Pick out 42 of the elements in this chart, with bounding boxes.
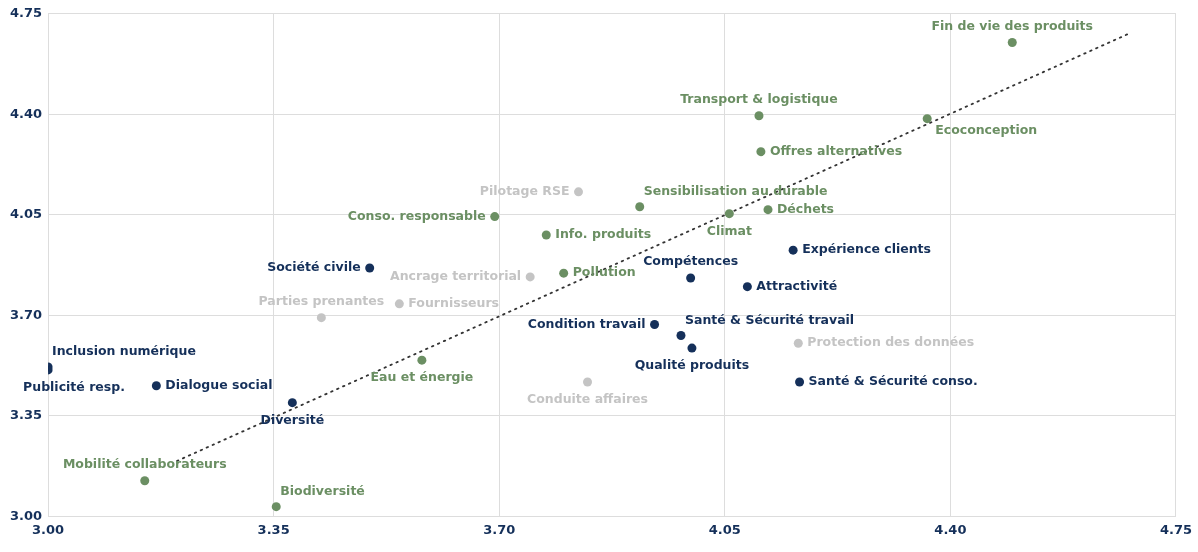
annotation: Déchets (776, 200, 835, 216)
annotation: Mobilité collaborateurs (62, 456, 227, 472)
annotation: Pilotage RSE (479, 183, 570, 199)
y-tick-label: 3.00 (10, 507, 43, 523)
x-tick-label: 4.75 (1159, 521, 1192, 537)
annotation: Compétences (643, 253, 739, 269)
annotation: Transport & logistique (680, 91, 838, 107)
y-tick-label: 3.70 (10, 306, 43, 322)
y-tick-label: 3.35 (10, 407, 43, 423)
annotation: Dialogue social (165, 376, 273, 392)
annotation: Qualité produits (634, 357, 750, 373)
x-tick-label: 3.00 (32, 521, 65, 537)
annotation: Protection des données (807, 334, 975, 350)
annotation: Santé & Sécurité conso. (808, 373, 978, 389)
y-tick-label: 4.05 (10, 206, 43, 222)
x-tick-label: 3.70 (483, 521, 516, 537)
annotation: Info. produits (555, 226, 652, 242)
x-tick-label: 4.40 (934, 521, 967, 537)
annotation: Condition travail (527, 315, 646, 331)
annotation: Conduite affaires (527, 391, 649, 407)
annotation: Expérience clients (802, 241, 931, 257)
x-tick-label: 3.35 (257, 521, 290, 537)
annotation: Diversité (260, 411, 325, 427)
annotation: Pollution (572, 264, 636, 280)
annotation: Publicité resp. (23, 379, 125, 395)
annotation: Sensibilisation au durable (643, 183, 828, 199)
annotation: Conso. responsable (347, 207, 486, 223)
y-tick-label: 4.75 (10, 5, 43, 21)
x-tick-label: 4.05 (708, 521, 741, 537)
annotation: Fournisseurs (408, 295, 500, 311)
annotation: Inclusion numérique (52, 343, 196, 359)
annotation: Ecoconception (935, 121, 1038, 137)
annotation: Fin de vie des produits (931, 17, 1094, 33)
annotation: Eau et énergie (370, 369, 474, 385)
annotation: Santé & Sécurité travail (684, 311, 855, 327)
annotation: Climat (706, 222, 752, 238)
annotation: Société civile (267, 259, 361, 275)
annotation: Attractivité (756, 277, 838, 293)
annotation: Ancrage territorial (389, 268, 522, 284)
annotation: Parties prenantes (258, 292, 385, 308)
annotation: Biodiversité (280, 482, 365, 498)
y-tick-label: 4.40 (10, 105, 43, 121)
